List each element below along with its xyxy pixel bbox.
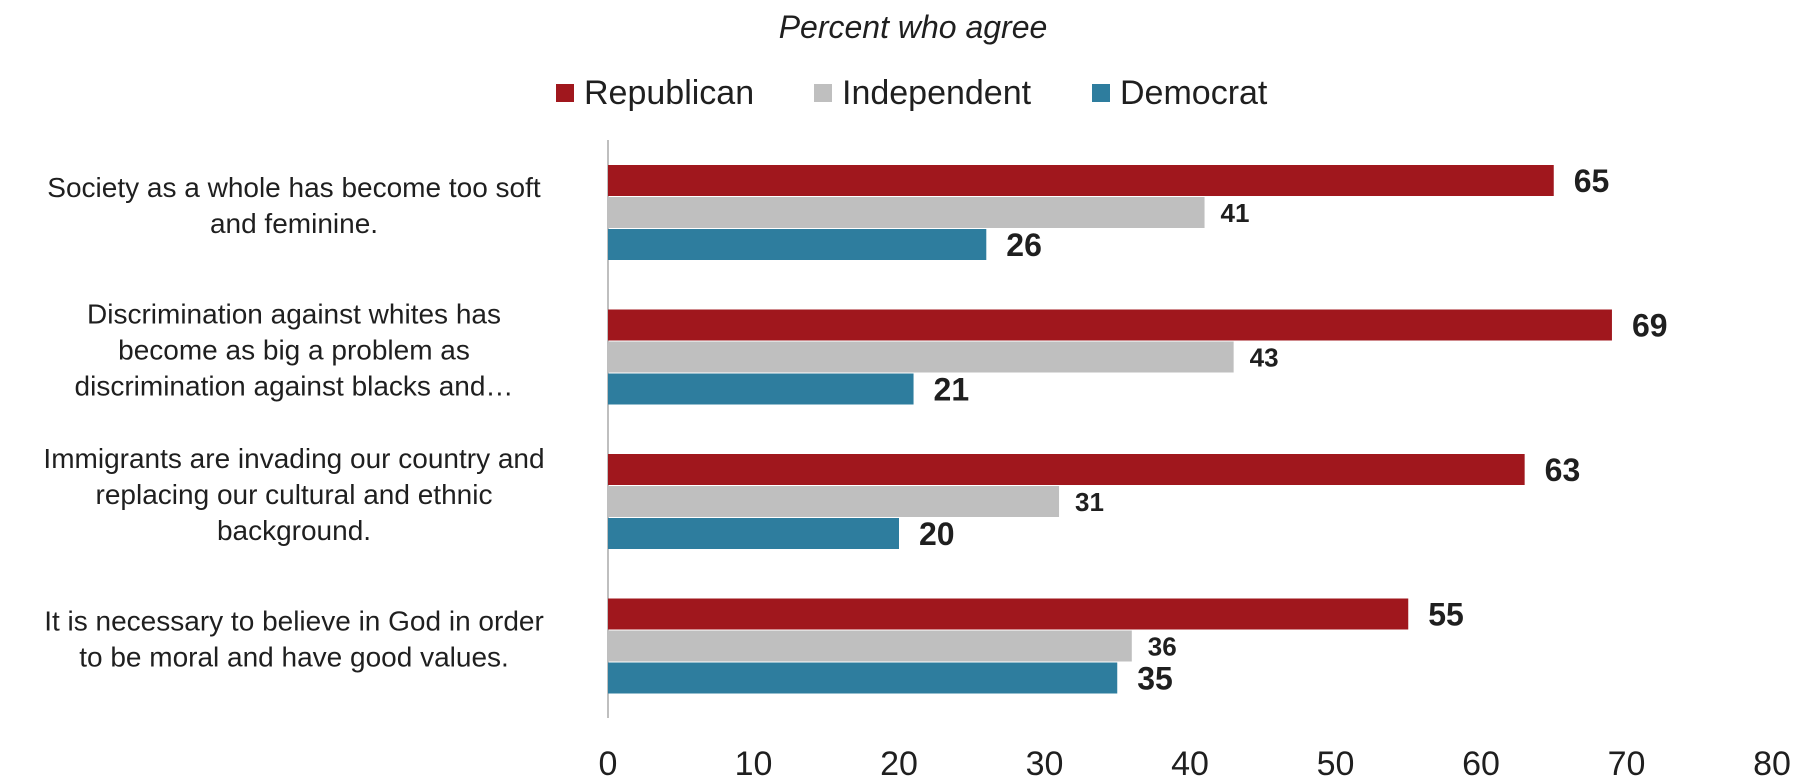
x-tick-label: 0 [599, 745, 618, 778]
legend-label: Republican [584, 74, 754, 112]
legend-label: Democrat [1120, 74, 1268, 112]
bar-democrat-0 [608, 229, 986, 260]
data-label-republican-3: 55 [1428, 597, 1464, 633]
data-label-democrat-0: 26 [1006, 227, 1042, 263]
category-label-line: to be moral and have good values. [79, 642, 509, 673]
data-label-republican-1: 69 [1632, 308, 1668, 344]
category-label-line: Discrimination against whites has [87, 299, 501, 330]
legend-swatch [556, 84, 574, 102]
category-label-1: Discrimination against whites has become … [75, 299, 514, 402]
x-tick-label: 80 [1753, 745, 1791, 778]
x-tick-label: 60 [1462, 745, 1500, 778]
legend-item-republican: Republican [556, 74, 754, 112]
legend-label: Independent [842, 74, 1032, 112]
legend-item-independent: Independent [814, 74, 1032, 112]
category-label-2: Immigrants are invading our country and r… [43, 443, 544, 546]
bar-republican-1 [608, 310, 1612, 341]
x-tick-labels: 0 10 20 30 40 50 60 70 80 [599, 745, 1791, 778]
data-label-democrat-1: 21 [934, 372, 970, 408]
data-label-republican-2: 63 [1545, 452, 1581, 488]
x-tick-label: 10 [735, 745, 773, 778]
chart-title: Percent who agree [779, 9, 1048, 45]
bar-independent-3 [608, 631, 1132, 662]
x-tick-label: 40 [1171, 745, 1209, 778]
x-tick-label: 30 [1026, 745, 1064, 778]
bar-republican-0 [608, 165, 1554, 196]
bar-democrat-1 [608, 374, 914, 405]
data-label-democrat-3: 35 [1137, 661, 1173, 697]
legend: Republican Independent Democrat [556, 74, 1268, 112]
data-label-republican-0: 65 [1574, 163, 1610, 199]
x-tick-label: 20 [880, 745, 918, 778]
category-label-3: It is necessary to believe in God in ord… [44, 606, 544, 673]
bar-democrat-3 [608, 663, 1117, 694]
category-label-line: Immigrants are invading our country and [43, 443, 544, 474]
legend-swatch [814, 84, 832, 102]
data-label-independent-0: 41 [1221, 198, 1250, 228]
legend-item-democrat: Democrat [1092, 74, 1268, 112]
category-label-line: discrimination against blacks and… [75, 371, 514, 402]
category-label-0: Society as a whole has become too soft an… [47, 172, 541, 239]
category-label-line: background. [217, 515, 371, 546]
bar-republican-3 [608, 599, 1408, 630]
category-label-line: and feminine. [210, 208, 378, 239]
category-label-line: become as big a problem as [118, 335, 470, 366]
bar-republican-2 [608, 454, 1525, 485]
legend-swatch [1092, 84, 1110, 102]
category-label-line: It is necessary to believe in God in ord… [44, 606, 544, 637]
bar-democrat-2 [608, 518, 899, 549]
category-labels: Society as a whole has become too soft an… [43, 172, 544, 673]
bar-independent-1 [608, 342, 1234, 373]
data-label-democrat-2: 20 [919, 516, 955, 552]
category-label-line: Society as a whole has become too soft [47, 172, 541, 203]
data-label-independent-1: 43 [1250, 342, 1279, 372]
category-label-line: replacing our cultural and ethnic [96, 479, 493, 510]
x-tick-label: 50 [1317, 745, 1355, 778]
bar-independent-0 [608, 197, 1205, 228]
bar-independent-2 [608, 486, 1059, 517]
data-label-independent-3: 36 [1148, 631, 1177, 661]
data-label-independent-2: 31 [1075, 487, 1104, 517]
x-tick-label: 70 [1608, 745, 1646, 778]
